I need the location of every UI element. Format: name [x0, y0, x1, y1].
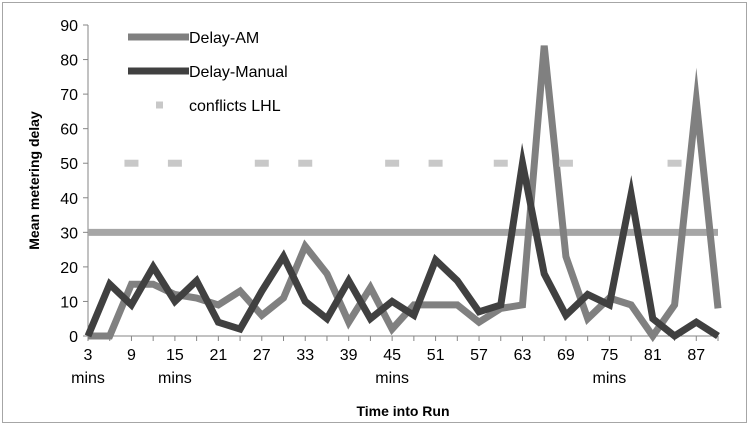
- x-tick-label: 63: [514, 347, 532, 364]
- y-tick-label: 90: [60, 18, 78, 35]
- x-tick-label: 39: [340, 347, 358, 364]
- x-tick-label: 15: [166, 347, 184, 364]
- y-axis-title: Mean metering delay: [26, 111, 42, 250]
- x-tick-label: mins: [375, 370, 409, 387]
- legend-label: Delay-AM: [189, 30, 259, 47]
- y-tick-label: 40: [60, 191, 78, 208]
- series-group: [84, 45, 722, 343]
- x-tick-label: mins: [158, 370, 192, 387]
- y-tick-label: 60: [60, 122, 78, 139]
- x-tick-label: mins: [71, 370, 105, 387]
- y-tick-label: 10: [60, 294, 78, 311]
- x-tick-label: 69: [557, 347, 575, 364]
- y-tick-label: 0: [69, 329, 78, 346]
- x-tick-label: 9: [127, 347, 136, 364]
- x-tick-label: 21: [209, 347, 227, 364]
- legend: Delay-AM Delay-Manual conflicts LHL: [128, 30, 288, 115]
- y-tick-label: 50: [60, 156, 78, 173]
- x-tick-label: 3: [84, 347, 93, 364]
- series-line-delay-manual: [84, 142, 720, 341]
- x-tick-label: 33: [296, 347, 314, 364]
- x-tick-label: 51: [427, 347, 445, 364]
- x-tick-label: 27: [253, 347, 271, 364]
- x-axis-title: Time into Run: [356, 403, 449, 419]
- x-tick-label: 75: [600, 347, 618, 364]
- y-tick-label: 70: [60, 87, 78, 104]
- x-tick-label: 57: [470, 347, 488, 364]
- y-axis: 0 10 20 30 40 50 60 70 80 90: [60, 18, 89, 346]
- y-tick-label: 30: [60, 225, 78, 242]
- x-tick-label: mins: [592, 370, 626, 387]
- line-chart: 0 10 20 30 40 50 60 70 80 90 3 mins 9 15 mins 21 27 33 39…: [26, 18, 722, 419]
- legend-label: Delay-Manual: [189, 64, 288, 81]
- x-axis: 3 mins 9 15 mins 21 27 33 39 45 mins 51 57 63 69 75 mins…: [71, 335, 719, 387]
- x-tick-label: 45: [383, 347, 401, 364]
- legend-label: conflicts LHL: [189, 98, 281, 115]
- x-tick-label: 87: [687, 347, 705, 364]
- x-tick-label: 81: [644, 347, 662, 364]
- y-tick-label: 20: [60, 260, 78, 277]
- y-tick-label: 80: [60, 53, 78, 70]
